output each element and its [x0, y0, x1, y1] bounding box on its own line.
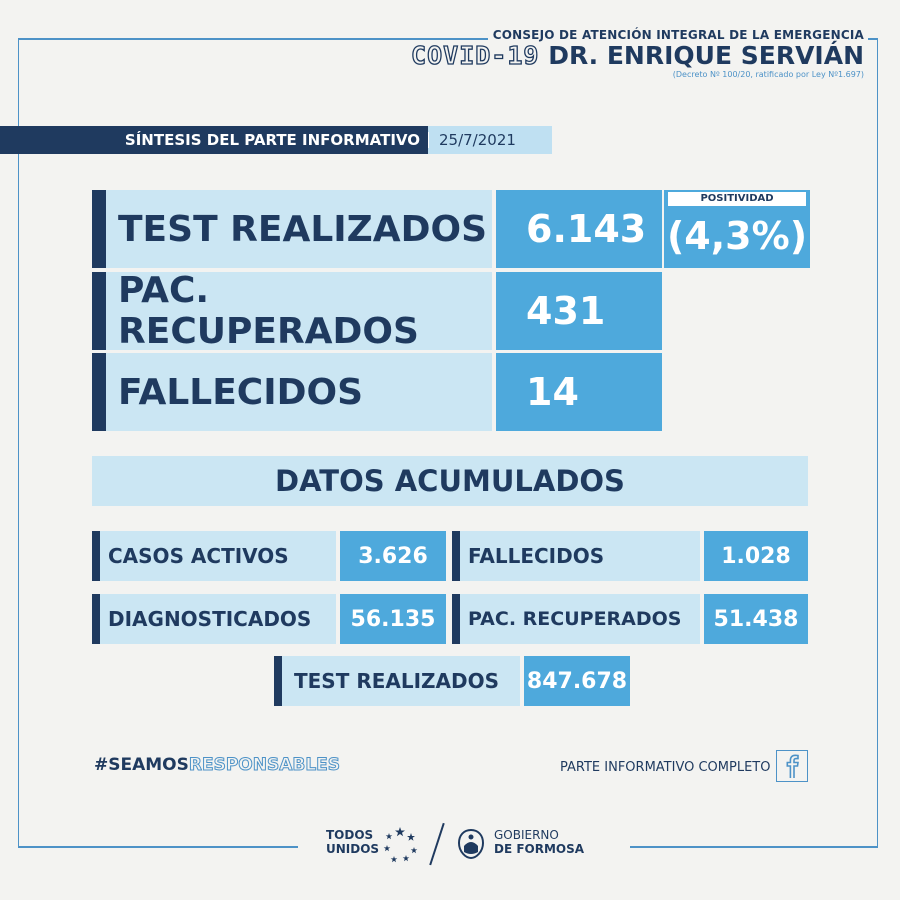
band-dark: SÍNTESIS DEL PARTE INFORMATIVO [0, 126, 428, 154]
cum-diagnosed-cell: DIAGNOSTICADOS 56.135 [92, 594, 446, 644]
cum-active-value: 3.626 [340, 531, 446, 581]
row-accent [92, 353, 106, 431]
hashtag: #SEAMOSRESPONSABLES [94, 755, 341, 776]
band-light: 25/7/2021 [428, 126, 552, 154]
cum-deaths-label: FALLECIDOS [460, 531, 700, 581]
daily-deaths-value: 14 [496, 353, 662, 431]
de-formosa-text: DE FORMOSA [494, 842, 585, 856]
facebook-icon[interactable] [776, 750, 808, 782]
cum-diagnosed-value: 56.135 [340, 594, 446, 644]
cumulative-title: DATOS ACUMULADOS [92, 456, 808, 506]
band-title: SÍNTESIS DEL PARTE INFORMATIVO [124, 131, 420, 149]
decree-text: (Decreto Nº 100/20, ratificado por Ley N… [672, 70, 864, 79]
frame-top-line-right [868, 38, 878, 40]
todos-text: TODOS [326, 828, 374, 842]
cum-deaths-cell: FALLECIDOS 1.028 [452, 531, 808, 581]
stars-logo-icon [383, 827, 418, 863]
daily-tests-row: TEST REALIZADOS 6.143 [92, 190, 662, 268]
cum-recovered-value: 51.438 [704, 594, 808, 644]
border-frame [18, 38, 878, 848]
daily-deaths-row: FALLECIDOS 14 [92, 353, 662, 431]
full-report-text[interactable]: PARTE INFORMATIVO COMPLETO [560, 760, 771, 775]
hashtag-part-b: RESPONSABLES [188, 755, 341, 776]
daily-deaths-label: FALLECIDOS [106, 353, 492, 431]
cum-active-label: CASOS ACTIVOS [100, 531, 336, 581]
daily-recovered-label: PAC. RECUPERADOS [106, 270, 492, 352]
cell-accent [274, 656, 282, 706]
gobierno-formosa-logo: GOBIERNO DE FORMOSA [494, 828, 584, 856]
synthesis-band: SÍNTESIS DEL PARTE INFORMATIVO 25/7/2021 [0, 126, 552, 154]
row-accent [92, 190, 106, 268]
cum-tests-cell: TEST REALIZADOS 847.678 [274, 656, 630, 706]
doctor-name: DR. ENRIQUE SERVIÁN [548, 41, 864, 70]
todos-unidos-logo: TODOS UNIDOS [326, 828, 379, 856]
positivity-box: POSITIVIDAD (4,3%) [664, 190, 810, 268]
row-accent [92, 272, 106, 350]
cum-active-cell: CASOS ACTIVOS 3.626 [92, 531, 446, 581]
daily-recovered-value: 431 [496, 272, 662, 350]
positivity-label: POSITIVIDAD [668, 192, 806, 206]
covid-label: COVID-19 [410, 41, 540, 70]
band-date: 25/7/2021 [439, 131, 516, 149]
cum-deaths-value: 1.028 [704, 531, 808, 581]
daily-recovered-row: PAC. RECUPERADOS 431 [92, 270, 662, 352]
frame-bottom-left [18, 846, 298, 848]
cell-accent [92, 531, 100, 581]
cum-tests-value: 847.678 [524, 656, 630, 706]
hashtag-part-a: #SEAMOS [94, 755, 189, 775]
unidos-text: UNIDOS [326, 842, 380, 856]
cum-recovered-label: PAC. RECUPERADOS [460, 594, 700, 644]
header: CONSEJO DE ATENCIÓN INTEGRAL DE LA EMERG… [410, 28, 864, 79]
daily-tests-label: TEST REALIZADOS [106, 190, 492, 268]
daily-tests-value: 6.143 [496, 190, 662, 268]
positivity-value: (4,3%) [666, 214, 808, 258]
cell-accent [452, 531, 460, 581]
cum-tests-label: TEST REALIZADOS [282, 656, 520, 706]
cell-accent [92, 594, 100, 644]
council-title: CONSEJO DE ATENCIÓN INTEGRAL DE LA EMERG… [492, 28, 864, 42]
band-separator [428, 132, 429, 148]
cum-recovered-cell: PAC. RECUPERADOS 51.438 [452, 594, 808, 644]
cum-diagnosed-label: DIAGNOSTICADOS [100, 594, 336, 644]
formosa-seal-icon [457, 828, 485, 860]
gobierno-text: GOBIERNO [494, 828, 559, 842]
council-name: COVID-19 DR. ENRIQUE SERVIÁN [410, 41, 864, 70]
frame-bottom-right [630, 846, 878, 848]
cell-accent [452, 594, 460, 644]
frame-top-line [18, 38, 488, 40]
